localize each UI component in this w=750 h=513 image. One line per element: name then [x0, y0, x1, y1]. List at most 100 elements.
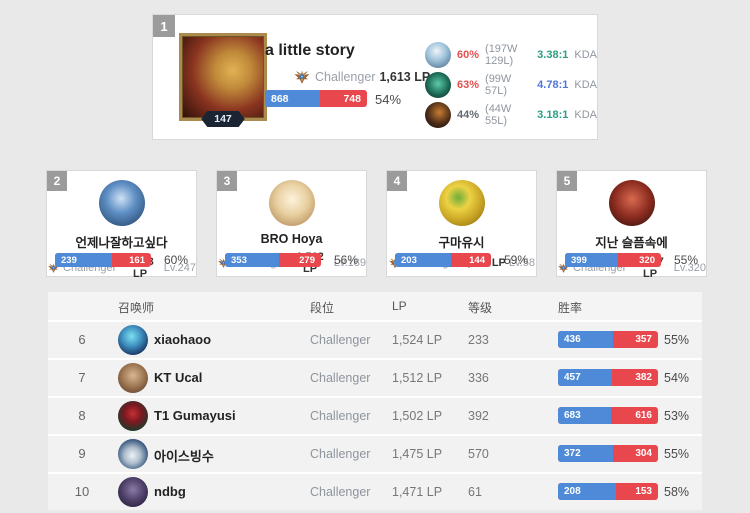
top-champions-list: 60% (197W 129L) 3.38:1 KDA 63% (99W 57L)…: [425, 42, 597, 128]
rank-badge: 3: [217, 171, 237, 191]
player-card-rank-2[interactable]: 2 언제나잘하고싶다 Challenger 1,613 LP Lv.247 23…: [46, 170, 197, 280]
champion-stat-row[interactable]: 60% (197W 129L) 3.38:1 KDA: [425, 42, 597, 68]
losses-segment: 161: [129, 254, 145, 266]
winloss-bar: 203 144: [395, 253, 491, 267]
lp-value: 1,475 LP: [392, 447, 443, 461]
table-row[interactable]: 7 KT Ucal Challenger 1,512 LP 336 457 38…: [48, 360, 702, 396]
champion-kda: 3.18:1: [537, 109, 569, 121]
tier-label: Challenger: [310, 409, 371, 423]
winloss-bar: 868 748: [265, 90, 367, 107]
summoner-name[interactable]: KT Ucal: [154, 370, 203, 385]
winloss-bar: 372 304: [558, 445, 658, 462]
wins-segment: 203: [395, 253, 452, 267]
summoner-level-badge: 147: [201, 111, 245, 127]
tier-label: Challenger: [310, 447, 371, 461]
winrate-value: 60%: [163, 253, 188, 267]
winrate-value: 54%: [375, 92, 402, 107]
header-lp: LP: [392, 299, 407, 313]
winrate-row: 239 161 60%: [55, 253, 188, 267]
player-card-rank-4[interactable]: 4 구마유시 Challenger 1,557 LP Lv.58 203 144…: [386, 170, 537, 277]
summoner-name[interactable]: xiaohaoo: [154, 332, 212, 347]
winloss-bar: 436 357: [558, 331, 658, 348]
winloss-bar: 457 382: [558, 369, 658, 386]
top-player-card[interactable]: 1 147 a little story Challenger 1,613 LP…: [152, 14, 598, 140]
rank-number: 9: [78, 446, 86, 461]
table-row[interactable]: 6 xiaohaoo Challenger 1,524 LP 233 436 3…: [48, 322, 702, 358]
losses-segment: 357: [635, 334, 652, 345]
wins-segment: 399: [565, 253, 619, 267]
summoner-avatar: 147: [179, 33, 267, 127]
tier-label: Challenger: [310, 371, 371, 385]
wins-segment: 457: [558, 369, 613, 386]
champion-winrate: 44%: [457, 109, 480, 121]
wins-segment: 208: [558, 483, 616, 500]
winrate-row: 399 320 55%: [565, 253, 698, 267]
losses-segment: 279: [299, 254, 315, 266]
champion-record: (197W 129L): [485, 43, 518, 67]
table-row[interactable]: 10 ndbg Challenger 1,471 LP 61 208 153 5…: [48, 474, 702, 510]
rank-badge: 4: [387, 171, 407, 191]
wins-segment: 372: [558, 445, 614, 462]
table-row[interactable]: 9 아이스빙수 Challenger 1,475 LP 570 372 304 …: [48, 436, 702, 472]
winrate-value: 59%: [503, 253, 528, 267]
wins-segment: 353: [225, 253, 279, 267]
table-row[interactable]: 8 T1 Gumayusi Challenger 1,502 LP 392 68…: [48, 398, 702, 434]
level-value: 336: [468, 371, 489, 385]
champion-kda: 3.38:1: [537, 49, 569, 61]
level-value: 61: [468, 485, 482, 499]
summoner-avatar: [98, 180, 145, 226]
rank-badge: 2: [47, 171, 67, 191]
player-card-rank-5[interactable]: 5 지난 슬픔속에 Challenger 1,547 LP Lv.320 399…: [556, 170, 707, 280]
champion-icon: [425, 102, 451, 128]
level-value: Lv.189: [333, 257, 366, 269]
summoner-name[interactable]: a little story: [265, 42, 355, 59]
summoner-avatar: [268, 180, 315, 226]
summoner-avatar: [438, 180, 485, 226]
level-value: Lv.320: [673, 262, 706, 274]
player-card-rank-3[interactable]: 3 BRO Hoya Challenger 1,562 LP Lv.189 35…: [216, 170, 367, 277]
champion-winrate: 63%: [457, 79, 480, 91]
winrate-value: 54%: [664, 371, 690, 385]
rank-number: 10: [74, 484, 90, 499]
leaderboard-table: 召唤师 段位 LP 等级 胜率 6 xiaohaoo Challenger 1,…: [48, 292, 702, 510]
kda-label: KDA: [574, 79, 597, 91]
winrate-value: 53%: [664, 409, 690, 423]
winloss-bar: 239 161: [55, 253, 151, 267]
summoner-name[interactable]: 아이스빙수: [154, 449, 214, 464]
lp-value: 1,524 LP: [392, 333, 443, 347]
summoner-name[interactable]: 구마유시: [438, 236, 485, 250]
rank-number: 8: [78, 408, 86, 423]
summoner-avatar: [608, 180, 655, 226]
level-value: Lv.58: [508, 257, 535, 269]
tier-line: Challenger 1,613 LP: [293, 68, 430, 86]
winrate-value: 55%: [673, 253, 698, 267]
summoner-name[interactable]: ndbg: [154, 484, 186, 499]
summoner-name[interactable]: 언제나잘하고싶다: [75, 236, 168, 250]
champion-winrate: 60%: [457, 49, 480, 61]
summoner-avatar: [118, 439, 148, 469]
winrate-row: 353 279 56%: [225, 253, 358, 267]
summoner-avatar: [118, 363, 148, 393]
lp-value: 1,471 LP: [392, 485, 443, 499]
rank-badge: 5: [557, 171, 577, 191]
summoner-name[interactable]: 지난 슬픔속에: [595, 236, 668, 250]
level-value: 233: [468, 333, 489, 347]
losses-segment: 616: [635, 410, 652, 421]
summoner-name[interactable]: T1 Gumayusi: [154, 408, 236, 423]
losses-segment: 748: [343, 92, 361, 105]
summoner-avatar: [118, 325, 148, 355]
champion-stat-row[interactable]: 63% (99W 57L) 4.78:1 KDA: [425, 72, 597, 98]
header-tier: 段位: [310, 301, 335, 315]
summoner-avatar: [118, 477, 148, 507]
winrate-value: 56%: [333, 253, 358, 267]
wins-segment: 436: [558, 331, 613, 348]
level-value: 392: [468, 409, 489, 423]
winrate-value: 58%: [664, 485, 690, 499]
summoner-name[interactable]: BRO Hoya: [260, 232, 323, 246]
champion-stat-row[interactable]: 44% (44W 55L) 3.18:1 KDA: [425, 102, 597, 128]
level-value: 570: [468, 447, 489, 461]
level-value: Lv.247: [163, 262, 196, 274]
summoner-avatar: [118, 401, 148, 431]
losses-segment: 153: [635, 486, 652, 497]
winloss-bar: 208 153: [558, 483, 658, 500]
